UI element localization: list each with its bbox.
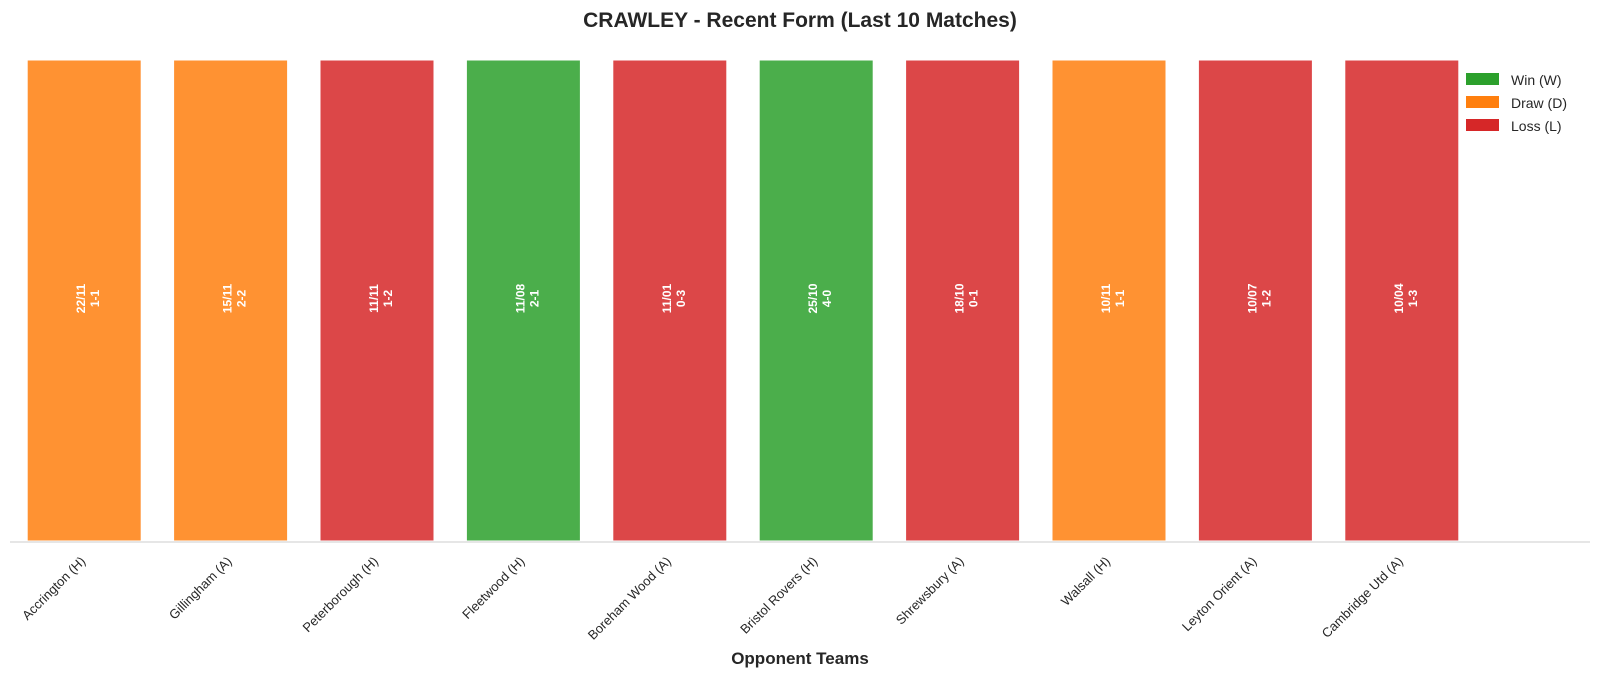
bar-date: 11/01 xyxy=(660,283,674,313)
bar-date: 22/11 xyxy=(74,283,88,313)
bar-score: 1-2 xyxy=(381,290,395,308)
bars-group: 22/111-1 15/112-2 11/111-2 11/082-1 11/010-3… xyxy=(26,59,1460,542)
bar-date: 10/11 xyxy=(1099,283,1113,313)
x-tick-label-9: Leyton Orient (A) xyxy=(1179,554,1260,635)
x-tick-label-7: Shrewsbury (A) xyxy=(893,554,967,628)
bar-label-6: 25/104-0 xyxy=(806,283,834,313)
bar-label-2: 15/112-2 xyxy=(221,283,249,313)
bar-score: 1-1 xyxy=(88,290,102,308)
x-tick-label-5: Boreham Wood (A) xyxy=(585,554,674,643)
bar-2 xyxy=(173,59,289,542)
bar-1 xyxy=(26,59,142,542)
x-tick-label-3: Peterborough (H) xyxy=(299,554,381,636)
x-tick-label-4: Fleetwood (H) xyxy=(459,554,527,622)
bar-3 xyxy=(319,59,435,542)
bar-label-10: 10/041-3 xyxy=(1392,283,1420,313)
legend-label-d: Draw (D) xyxy=(1511,95,1567,111)
legend-label-l: Loss (L) xyxy=(1511,118,1562,134)
bar-date: 15/11 xyxy=(221,283,235,313)
bar-label-5: 11/010-3 xyxy=(660,283,688,313)
bar-score: 2-1 xyxy=(527,290,541,308)
bar-date: 10/07 xyxy=(1245,283,1259,313)
x-tick-label-2: Gillingham (A) xyxy=(166,554,235,623)
bar-4 xyxy=(465,59,581,542)
bar-score: 1-1 xyxy=(1113,290,1127,308)
bar-9 xyxy=(1197,59,1313,542)
bar-7 xyxy=(905,59,1021,542)
bar-8 xyxy=(1051,59,1167,542)
x-tick-labels: Accrington (H) Gillingham (A) Peterborough… xyxy=(19,554,1406,643)
bar-score: 0-3 xyxy=(674,290,688,308)
bar-score: 0-1 xyxy=(967,290,981,308)
legend-swatch-l xyxy=(1466,119,1499,131)
legend: Win (W) Draw (D) Loss (L) xyxy=(1466,72,1567,134)
bar-10 xyxy=(1344,59,1460,542)
bar-5 xyxy=(612,59,728,542)
x-tick-label-8: Walsall (H) xyxy=(1058,554,1113,609)
x-axis-label: Opponent Teams xyxy=(731,649,869,668)
bar-label-1: 22/111-1 xyxy=(74,283,102,313)
bar-score: 4-0 xyxy=(820,290,834,308)
legend-label-w: Win (W) xyxy=(1511,72,1562,88)
x-tick-label-1: Accrington (H) xyxy=(19,554,88,623)
bar-date: 11/08 xyxy=(513,283,527,313)
bar-label-7: 18/100-1 xyxy=(953,283,981,313)
bar-date: 25/10 xyxy=(806,283,820,313)
bar-date: 11/11 xyxy=(367,284,381,313)
bar-date: 18/10 xyxy=(953,283,967,313)
bar-label-9: 10/071-2 xyxy=(1245,283,1273,313)
bar-score: 2-2 xyxy=(235,290,249,308)
bar-score: 1-3 xyxy=(1406,290,1420,308)
legend-swatch-d xyxy=(1466,96,1499,108)
bar-date: 10/04 xyxy=(1392,283,1406,313)
bar-score: 1-2 xyxy=(1259,290,1273,308)
x-tick-label-6: Bristol Rovers (H) xyxy=(737,554,820,637)
chart-title: CRAWLEY - Recent Form (Last 10 Matches) xyxy=(583,9,1017,32)
bar-label-3: 11/111-2 xyxy=(367,284,395,313)
x-tick-label-10: Cambridge Utd (A) xyxy=(1319,554,1406,641)
legend-swatch-w xyxy=(1466,73,1499,85)
bar-label-4: 11/082-1 xyxy=(513,283,541,313)
bar-label-8: 10/111-1 xyxy=(1099,283,1127,313)
bar-6 xyxy=(758,59,874,542)
